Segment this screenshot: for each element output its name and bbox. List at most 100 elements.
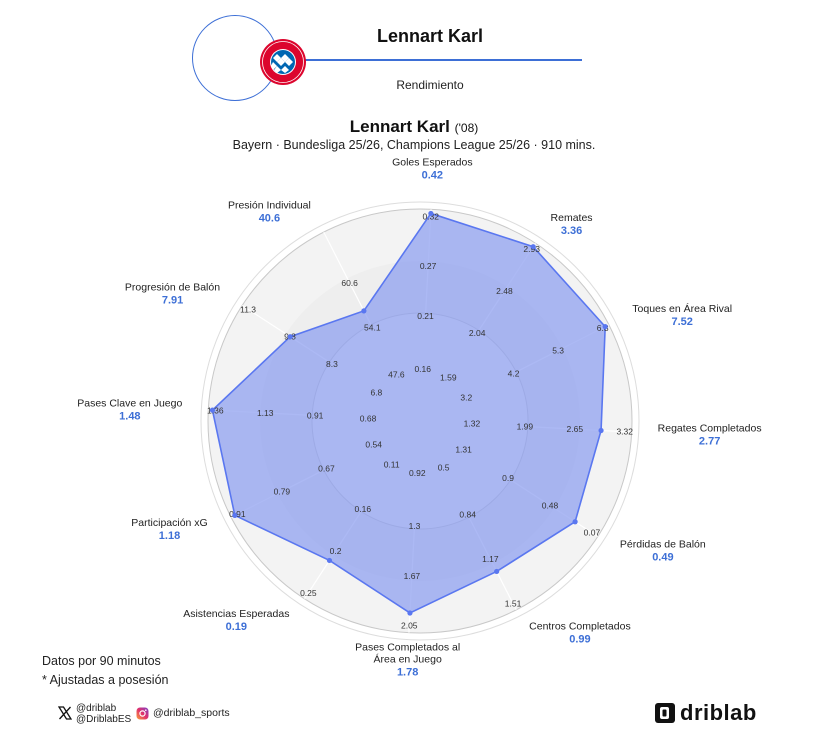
radar-tick-label: 8.3 <box>326 359 338 369</box>
header-divider-line <box>276 59 582 61</box>
radar-axis-value: 1.78 <box>397 667 418 679</box>
radar-tick-label: 0.54 <box>365 440 382 450</box>
driblab-brand-text: driblab <box>680 700 757 725</box>
radar-axis-label-line: Presión Individual <box>228 200 311 212</box>
radar-tick-label: 0.07 <box>584 528 601 538</box>
driblab-logo: driblab <box>654 700 757 726</box>
radar-data-point <box>407 610 413 616</box>
radar-axis-value: 0.99 <box>569 633 590 645</box>
radar-tick-label: 0.91 <box>307 411 324 421</box>
radar-tick-label: 0.16 <box>414 364 431 374</box>
radar-axis-value: 0.42 <box>422 169 443 181</box>
radar-tick-label: 0.68 <box>360 413 377 423</box>
radar-axis-label: Asistencias Esperadas <box>183 608 289 620</box>
chart-subtitle: Bayern · Bundesliga 25/26, Champions Lea… <box>232 138 596 152</box>
radar-tick-label: 1.59 <box>440 372 457 382</box>
radar-axis-label: Progresión de Balón <box>125 281 220 293</box>
radar-axis-value: 7.91 <box>162 294 183 306</box>
radar-tick-label: 1.31 <box>455 444 472 454</box>
footnote-per90: Datos por 90 minutos <box>42 654 161 668</box>
radar-tick-label: 0.16 <box>355 504 372 514</box>
radar-tick-label: 2.05 <box>401 621 418 631</box>
radar-axis-label-line: Área en Juego <box>373 653 441 666</box>
instagram-icon <box>136 707 149 720</box>
radar-tick-label: 6.3 <box>597 323 609 333</box>
radar-tick-label: 4.2 <box>508 368 520 378</box>
radar-axis-label: Pases Clave en Juego <box>77 398 182 410</box>
radar-tick-label: 0.21 <box>417 311 434 321</box>
radar-data-point <box>602 324 608 330</box>
radar-axis-label-line: Pérdidas de Balón <box>620 539 706 551</box>
radar-tick-label: 0.91 <box>229 509 246 519</box>
radar-axis-value: 1.48 <box>119 411 140 423</box>
radar-axis-label-line: Pases Completados al <box>355 642 460 654</box>
radar-tick-label: 0.25 <box>300 588 317 598</box>
radar-axis-label: Goles Esperados <box>392 156 473 168</box>
radar-tick-label: 1.36 <box>207 405 224 415</box>
radar-data-point <box>326 557 333 564</box>
radar-ring-border <box>200 201 640 641</box>
radar-axis-label-line: Pases Clave en Juego <box>77 398 182 410</box>
radar-tick-label: 60.6 <box>341 278 358 288</box>
radar-data-point <box>361 308 367 314</box>
header-player-name: Lennart Karl <box>376 26 484 46</box>
radar-tick-label: 0.67 <box>318 464 335 474</box>
radar-data-point <box>572 519 578 525</box>
radar-axis-value: 3.36 <box>561 225 582 237</box>
radar-axis-value: 0.19 <box>226 621 247 633</box>
chart-title-year: ('08) <box>454 121 479 135</box>
radar-tick-label: 1.51 <box>505 599 522 609</box>
x-handle-driblab[interactable]: @driblab <box>76 703 117 714</box>
radar-axis-label-line: Regates Completados <box>658 422 762 434</box>
x-handle-driblabes[interactable]: @DriblabES <box>76 714 132 725</box>
radar-axis-label: Toques en Área Rival <box>632 302 732 315</box>
radar-tick-label: 3.2 <box>460 392 472 402</box>
radar-axis-value: 0.49 <box>652 552 673 564</box>
radar-axis-label-line: Participación xG <box>131 517 207 529</box>
radar-axis-label-line: Remates <box>551 212 593 224</box>
radar-tick-label: 47.6 <box>388 370 405 380</box>
radar-data-point <box>287 334 293 340</box>
radar-tick-label: 0.32 <box>422 211 439 221</box>
radar-data-point <box>494 568 500 575</box>
radar-axis-value: 2.77 <box>699 435 720 447</box>
radar-tick-label: 0.27 <box>420 261 437 271</box>
radar-data-point <box>209 407 216 413</box>
radar-tick-label: 54.1 <box>364 322 381 332</box>
x-handles: @driblab @DriblabES <box>76 703 131 725</box>
radar-axis-label-line: Asistencias Esperadas <box>183 608 289 620</box>
radar-data-point <box>598 427 604 434</box>
radar-axis-value: 7.52 <box>671 316 692 328</box>
radar-tick-label: 2.04 <box>469 328 486 338</box>
header: Lennart Karl Rendimiento <box>0 0 828 110</box>
radar-axis-label-line: Toques en Área Rival <box>632 302 732 315</box>
chart-title-name: Lennart Karl <box>349 117 450 136</box>
radar-tick-label: 1.32 <box>464 419 481 429</box>
radar-axis-value: 40.6 <box>259 213 280 225</box>
radar-axis-label: Remates <box>551 212 593 224</box>
radar-data-point <box>232 512 238 518</box>
radar-tick-label: 0.2 <box>330 546 342 556</box>
x-twitter-icon <box>58 706 72 720</box>
radar-axis-label: Centros Completados <box>529 620 631 632</box>
radar-tick-label: 0.48 <box>542 500 559 510</box>
radar-tick-label: 3.32 <box>616 427 633 437</box>
radar-axis-label: Regates Completados <box>658 422 762 434</box>
radar-axis-label: Pérdidas de Balón <box>620 539 706 551</box>
footnote-possession: * Ajustadas a posesión <box>42 673 169 687</box>
instagram-handle[interactable]: @driblab_sports <box>153 707 230 719</box>
radar-data-point <box>428 210 434 217</box>
radar-axis-label-line: Goles Esperados <box>392 156 473 168</box>
bayern-badge-logo <box>260 39 306 85</box>
radar-tick-label: 6.8 <box>370 388 382 398</box>
radar-tick-label: 1.17 <box>482 554 499 564</box>
radar-tick-label: 2.48 <box>496 286 513 296</box>
radar-axis-label-line: Progresión de Balón <box>125 281 220 293</box>
radar-tick-label: 5.3 <box>552 346 564 356</box>
radar-tick-label: 2.93 <box>523 244 540 254</box>
radar-data-point <box>530 244 536 250</box>
radar-tick-label: 1.3 <box>409 521 421 531</box>
radar-tick-label: 0.9 <box>502 473 514 483</box>
chart-title: Lennart Karl ('08) <box>0 117 828 137</box>
